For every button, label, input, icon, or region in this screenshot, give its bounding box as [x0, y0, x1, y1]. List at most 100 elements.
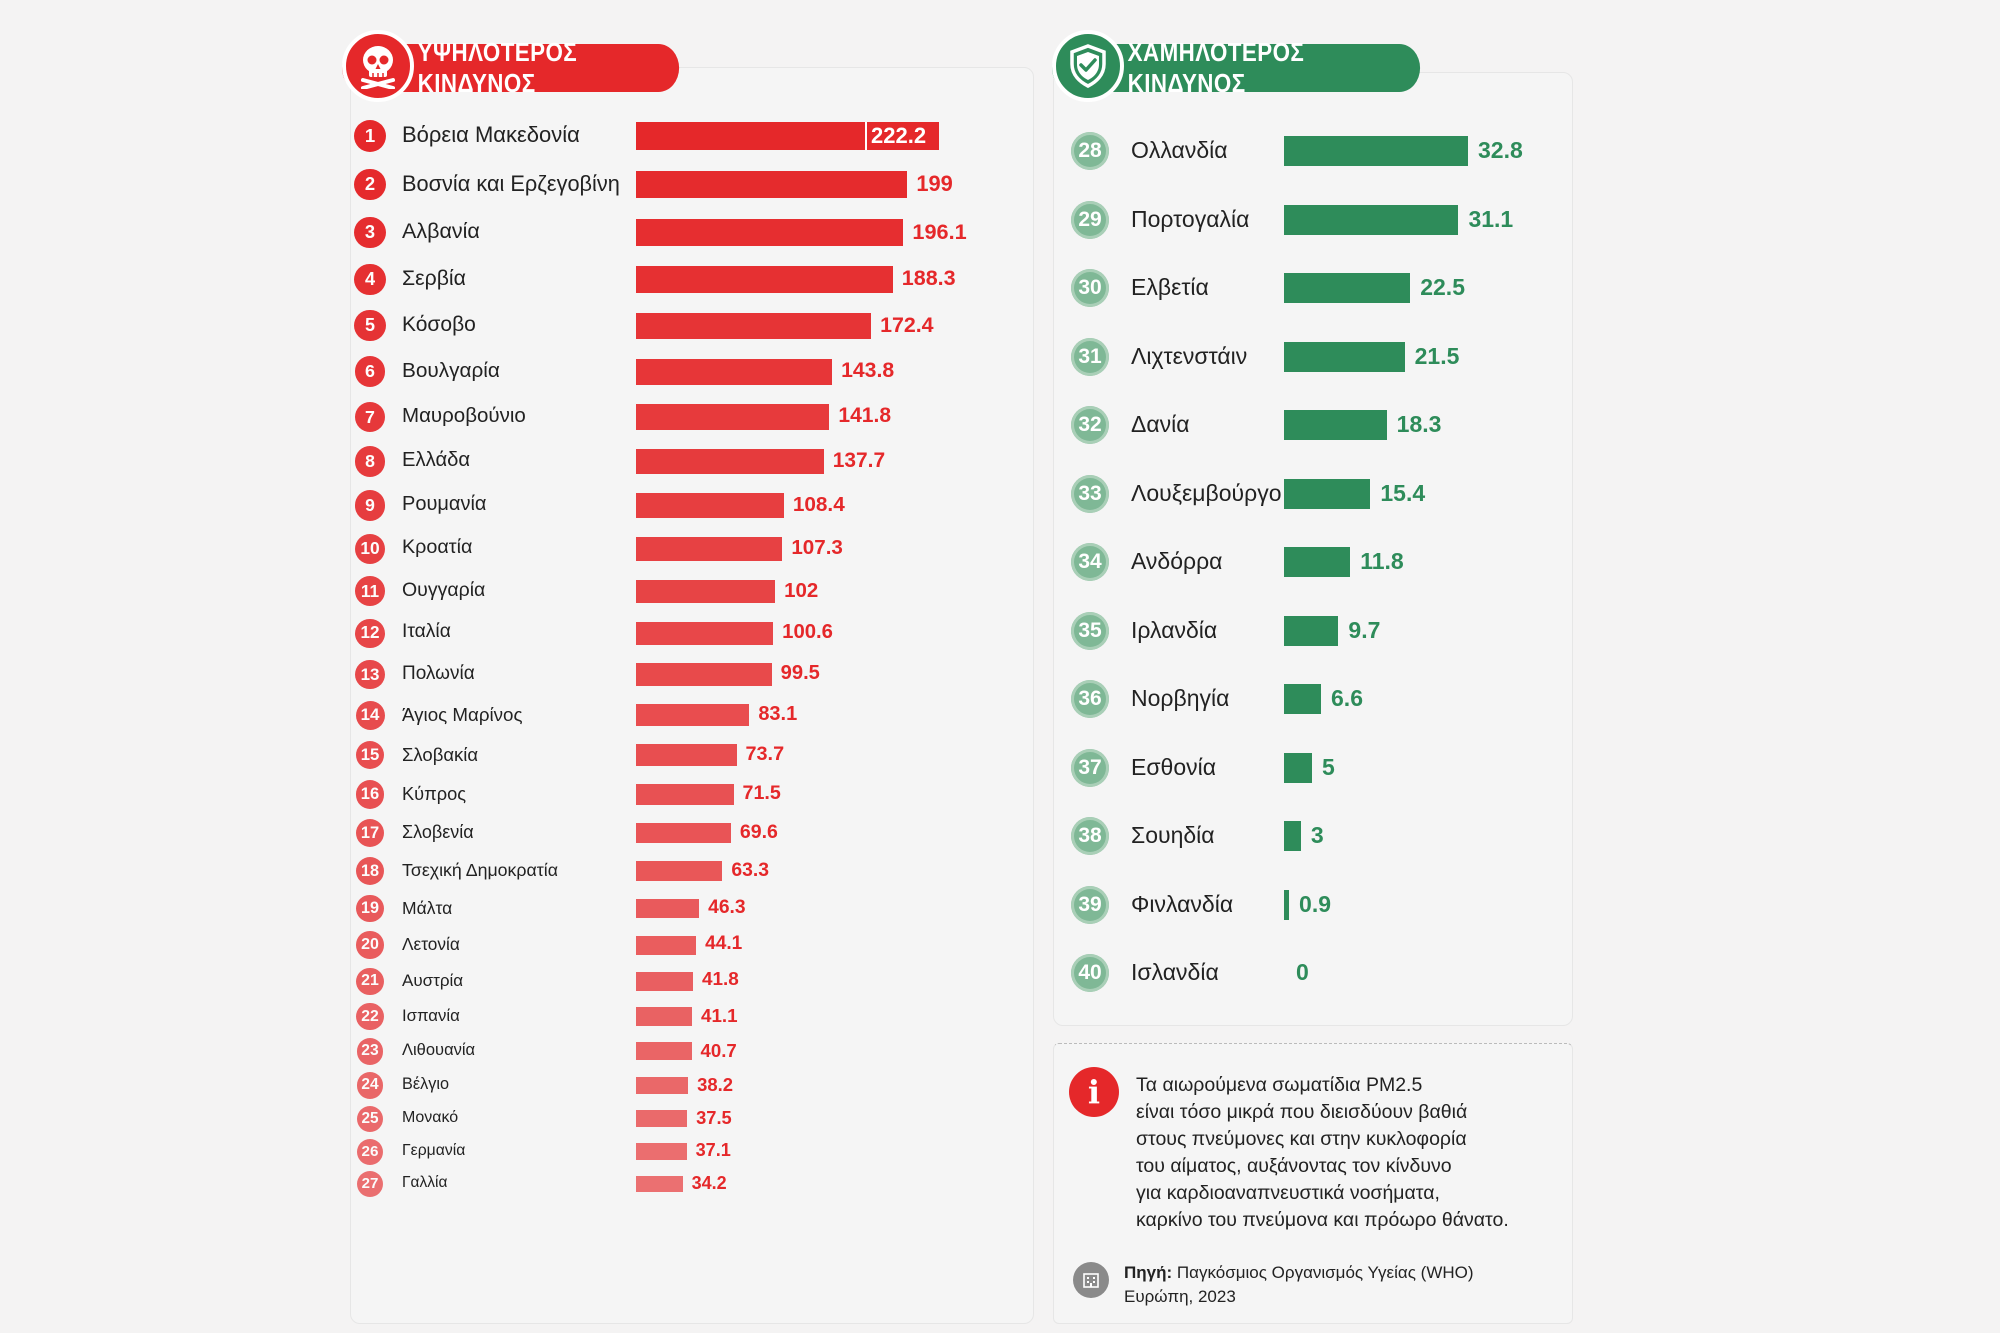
bar-value-label: 6.6: [1331, 685, 1363, 711]
low-risk-header-label: ΧΑΜΗΛΟΤΕΡΟΣ ΚΙΝΔΥΝΟΣ: [1127, 37, 1305, 98]
country-label: Εσθονία: [1131, 753, 1217, 780]
bar: [636, 218, 904, 246]
bar: [1284, 752, 1313, 783]
country-label: Λουξεμβούργο: [1131, 479, 1282, 506]
rank-badge: 24: [356, 1072, 384, 1099]
bar-value-label: 71.5: [742, 782, 781, 805]
country-label: Ελλάδα: [402, 449, 471, 472]
rank-badge: 29: [1071, 200, 1109, 239]
skull-icon: [342, 30, 414, 102]
bar-value-label: 108.4: [792, 492, 845, 516]
bar: [636, 1143, 687, 1160]
rank-badge: 26: [356, 1138, 384, 1165]
bar-value-label: 107.3: [791, 535, 843, 559]
rank-badge: 19: [356, 894, 384, 923]
rank-badge: 7: [354, 401, 386, 433]
bar: [636, 621, 774, 645]
bar: [1284, 341, 1405, 372]
bar: [636, 1110, 688, 1128]
info-line: του αίματος, αυξάνοντας τον κίνδυνο: [1136, 1155, 1452, 1177]
bar: [636, 1076, 689, 1095]
country-label: Τσεχική Δημοκρατία: [402, 860, 558, 881]
bar-value-label: 69.6: [739, 820, 778, 843]
country-label: Γαλλία: [402, 1174, 448, 1192]
rank-badge: 16: [355, 780, 385, 809]
country-label: Γερμανία: [402, 1141, 466, 1159]
bar-value-label: 44.1: [705, 933, 743, 955]
country-label: Ιταλία: [402, 621, 451, 643]
bar-value-label: 0.9: [1299, 890, 1332, 917]
bar: [1284, 410, 1387, 440]
country-label: Κύπρος: [402, 783, 467, 805]
bar: [1284, 547, 1351, 577]
country-label: Σλοβενία: [402, 821, 474, 842]
bar-value-label: 41.8: [702, 969, 739, 991]
bar: [636, 493, 784, 518]
country-label: Σουηδία: [1131, 822, 1215, 848]
country-label: Λετονία: [402, 934, 460, 955]
rank-badge: 40: [1071, 954, 1109, 992]
rank-badge: 30: [1071, 269, 1109, 307]
country-label: Πολωνία: [402, 662, 475, 684]
bar: [1284, 136, 1468, 166]
high-risk-panel: [350, 67, 1034, 1324]
rank-badge: 33: [1071, 474, 1109, 513]
country-label: Ανδόρρα: [1131, 548, 1223, 574]
bar-value-label: 41.1: [701, 1004, 738, 1026]
country-label: Ισπανία: [402, 1006, 460, 1026]
rank-badge: 28: [1071, 132, 1109, 170]
source-label: Πηγή:: [1124, 1263, 1173, 1282]
bar-value-label: 3: [1310, 822, 1324, 848]
bar: [636, 312, 872, 340]
bar: [636, 783, 734, 805]
bar-value-label: 141.8: [838, 403, 892, 427]
info-line: για καρδιοαναπνευστικά νοσήματα,: [1136, 1182, 1440, 1204]
bar: [1284, 478, 1371, 509]
rank-badge: 25: [356, 1105, 384, 1133]
info-line: είναι τόσο μικρά που διεισδύουν βαθιά: [1136, 1101, 1468, 1123]
country-label: Ρουμανία: [402, 493, 487, 516]
bar-value-label: 172.4: [880, 312, 934, 337]
bar-value-label: 137.7: [832, 448, 886, 472]
bar-value-label: 9.7: [1348, 616, 1381, 643]
rank-badge: 36: [1071, 680, 1109, 718]
bar: [636, 704, 750, 727]
bar-value-label: 5: [1322, 753, 1335, 780]
rank-badge: 9: [354, 490, 386, 521]
country-label: Σλοβακία: [402, 743, 479, 765]
info-text: Τα αιωρούμενα σωματίδια PM2.5 είναι τόσο…: [1136, 1072, 1556, 1234]
shield-check-icon: [1052, 30, 1124, 102]
bar-value-label: 31.1: [1468, 205, 1514, 232]
rank-badge: 17: [355, 818, 385, 848]
country-label: Ιρλανδία: [1131, 616, 1218, 643]
rank-badge: 20: [356, 931, 384, 959]
bar-value-label: 100.6: [782, 620, 833, 643]
bar-value-label: 83.1: [758, 702, 798, 725]
bar-value-label: 34.2: [691, 1172, 727, 1193]
bar: [636, 663, 772, 686]
bar: [636, 822, 731, 844]
bar-value-label: 15.4: [1380, 479, 1426, 506]
country-label: Φινλανδία: [1131, 890, 1234, 917]
rank-badge: 21: [356, 967, 384, 995]
bar: [1284, 204, 1459, 235]
rank-badge: 1: [354, 120, 386, 152]
country-label: Κροατία: [402, 536, 473, 559]
bar-value-label: 21.5: [1414, 342, 1460, 369]
rank-badge: 32: [1071, 406, 1109, 444]
rank-badge: 38: [1071, 817, 1109, 855]
country-label: Ισλανδία: [1131, 959, 1219, 985]
high-risk-header-label: ΥΨΗΛΟΤΕΡΟΣ ΚΙΝΔΥΝΟΣ: [417, 37, 578, 98]
country-label: Σερβία: [402, 266, 466, 291]
bar-value-label: 32.8: [1478, 137, 1523, 163]
country-label: Ολλανδία: [1131, 137, 1228, 163]
country-label: Λιχτενστάιν: [1131, 342, 1248, 369]
source-note: Πηγή: Παγκόσμιος Οργανισμός Υγείας (WHO)…: [1124, 1261, 1554, 1309]
rank-badge: 4: [354, 263, 386, 296]
country-label: Ελβετία: [1131, 274, 1209, 300]
rank-badge: 39: [1071, 885, 1109, 924]
country-label: Άγιος Μαρίνος: [402, 703, 523, 725]
country-label: Πορτογαλία: [1131, 205, 1250, 232]
bar: [636, 536, 783, 561]
bar-value-label: 11.8: [1360, 548, 1404, 574]
